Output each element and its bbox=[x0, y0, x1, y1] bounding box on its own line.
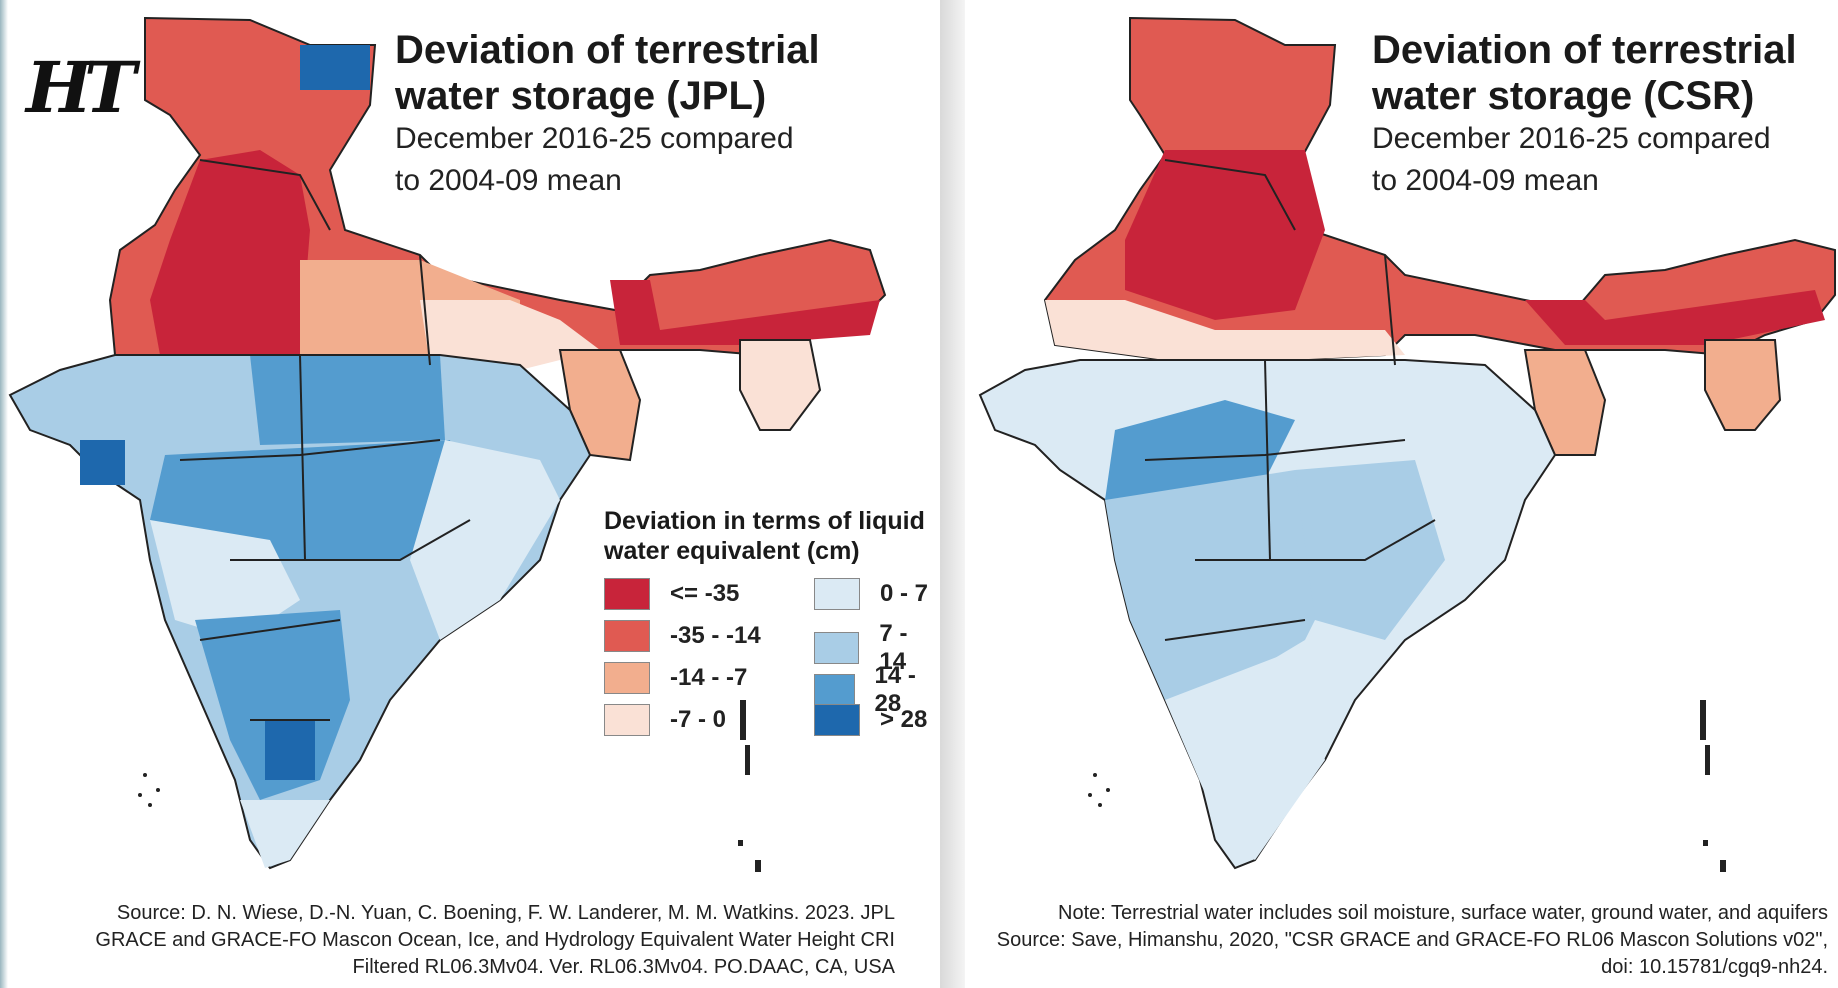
page-edge bbox=[0, 0, 8, 988]
jpl-state-borders bbox=[115, 159, 471, 721]
jpl-central-top bbox=[250, 355, 445, 445]
legend-swatch bbox=[814, 578, 860, 610]
legend-swatch bbox=[814, 674, 855, 706]
csr-north-core bbox=[1125, 150, 1325, 320]
csr-source: Source: Save, Himanshu, 2020, "CSR GRACE… bbox=[996, 929, 1828, 978]
legend-swatch bbox=[604, 662, 650, 694]
csr-title: Deviation of terrestrial water storage (… bbox=[1372, 28, 1797, 118]
legend-swatch bbox=[814, 704, 860, 736]
csr-central-blue bbox=[1105, 400, 1295, 500]
jpl-punjab-core bbox=[150, 150, 310, 355]
jpl-southtip-pale bbox=[240, 800, 330, 868]
legend-title: Deviation in terms of liquid water equiv… bbox=[604, 507, 925, 565]
jpl-title: Deviation of terrestrial water storage (… bbox=[395, 28, 820, 118]
legend-swatch bbox=[604, 704, 650, 736]
legend-label: <= -35 bbox=[670, 580, 740, 607]
jpl-panel: HT bbox=[0, 0, 940, 988]
csr-north-fringe bbox=[1045, 300, 1405, 360]
legend-label: -35 - -14 bbox=[670, 622, 761, 649]
csr-state-borders bbox=[1080, 159, 1436, 641]
jpl-east-pale bbox=[410, 440, 560, 640]
csr-note: Note: Terrestrial water includes soil mo… bbox=[1058, 902, 1828, 924]
legend-item: 7 - 14 bbox=[814, 620, 940, 676]
csr-northeast-south bbox=[1704, 339, 1782, 431]
legend-label: 0 - 7 bbox=[880, 580, 929, 607]
csr-deccan bbox=[1105, 470, 1345, 700]
csr-subtitle: December 2016-25 compared to 2004-09 mea… bbox=[1372, 122, 1771, 197]
jpl-islands bbox=[138, 700, 761, 872]
legend-swatch bbox=[604, 578, 650, 610]
legend-swatch bbox=[814, 632, 860, 664]
legend-item: -14 - -7 bbox=[604, 662, 747, 694]
legend-item: <= -35 bbox=[604, 578, 739, 610]
legend-label: -14 - -7 bbox=[670, 664, 748, 691]
legend-item: -35 - -14 bbox=[604, 620, 761, 652]
legend-item: -7 - 0 bbox=[604, 704, 726, 736]
panel-divider bbox=[940, 0, 965, 988]
csr-northeast-dark bbox=[1525, 290, 1825, 345]
legend-label: 14 - 28 bbox=[874, 662, 916, 717]
ht-logo: HT bbox=[26, 46, 136, 129]
csr-east-mid bbox=[1295, 460, 1445, 640]
legend-item: 14 - 28 bbox=[814, 662, 940, 718]
legend-item: 0 - 7 bbox=[814, 578, 928, 610]
legend-swatch bbox=[604, 620, 650, 652]
jpl-south-dark bbox=[265, 720, 315, 780]
legend-label: 7 - 14 bbox=[879, 620, 908, 675]
jpl-northeast-dark bbox=[610, 280, 880, 345]
jpl-source: Source: D. N. Wiese, D.-N. Yuan, C. Boen… bbox=[95, 902, 895, 978]
legend-item: > 28 bbox=[814, 704, 927, 736]
jpl-kashmir-blue bbox=[300, 45, 370, 90]
csr-islands bbox=[1088, 700, 1726, 872]
csr-south bbox=[1165, 650, 1325, 860]
jpl-india-map bbox=[8, 16, 887, 872]
csr-india-map bbox=[978, 16, 1836, 872]
jpl-subtitle: December 2016-25 compared to 2004-09 mea… bbox=[395, 122, 794, 197]
jpl-northeast-south bbox=[739, 339, 822, 431]
legend-label: -7 - 0 bbox=[670, 706, 727, 733]
jpl-bihar-pale bbox=[420, 300, 600, 370]
legend-label: > 28 bbox=[880, 706, 928, 733]
jpl-gujarat-dark bbox=[80, 440, 125, 485]
csr-panel: Deviation of terrestrial water storage (… bbox=[965, 0, 1838, 988]
jpl-central-blue bbox=[150, 440, 470, 560]
jpl-deccan-pale bbox=[150, 520, 300, 640]
